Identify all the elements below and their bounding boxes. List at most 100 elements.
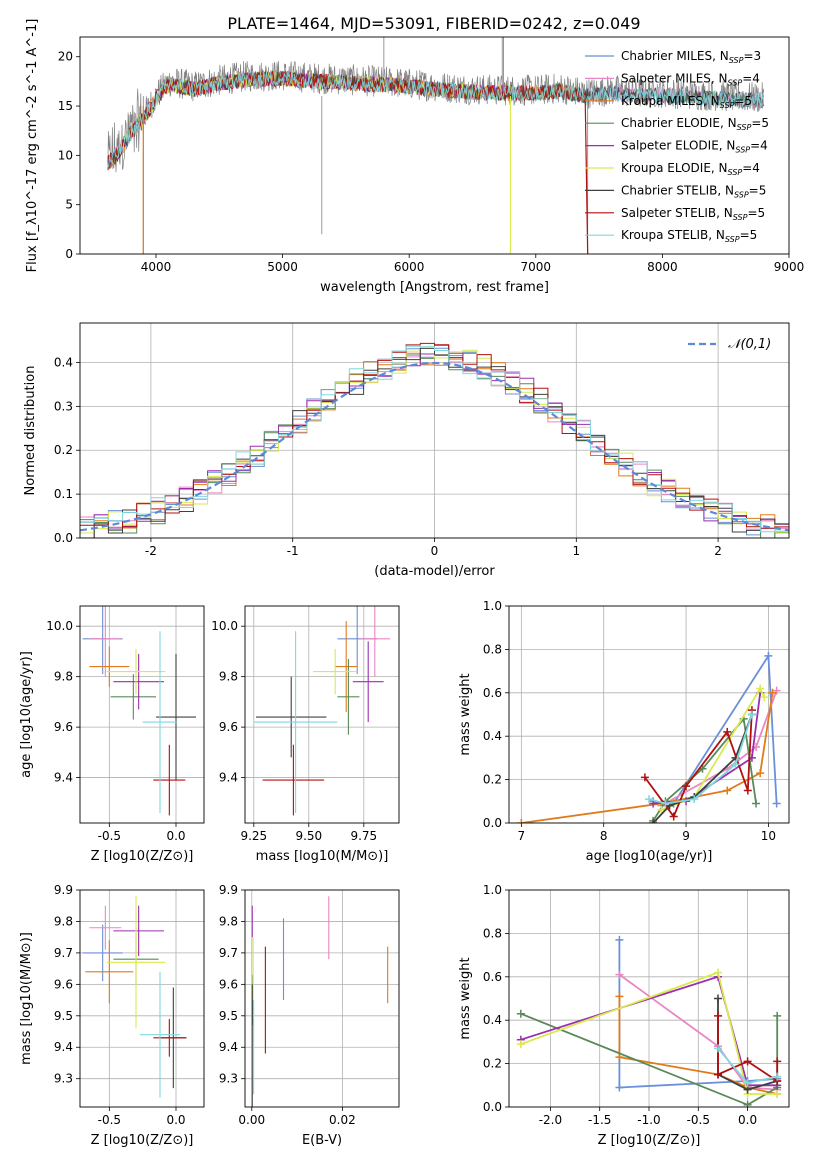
errorbar-point bbox=[256, 676, 327, 758]
data-point-marker bbox=[723, 786, 732, 795]
model-drop bbox=[584, 96, 589, 254]
y-tick-label: 9.9 bbox=[54, 883, 73, 897]
x-tick-label: 9 bbox=[682, 829, 690, 843]
errorbar-point bbox=[156, 653, 196, 781]
data-point-marker bbox=[743, 1057, 752, 1066]
plot-area-Z_vs_age bbox=[80, 606, 204, 823]
legend-label: Chabrier ELODIE, NSSP=5 bbox=[621, 116, 769, 132]
x-axis-label: Z [log10(Z/Z⊙)] bbox=[598, 1133, 701, 1148]
y-axis-label: Flux [f_λ10^-17 erg cm^-2 s^-1 A^-1] bbox=[25, 19, 40, 273]
legend-label: Kroupa STELIB, NSSP=5 bbox=[621, 228, 757, 244]
legend-label: 𝒩(0,1) bbox=[728, 337, 771, 352]
x-tick-label: -2.0 bbox=[539, 1113, 562, 1127]
x-tick-label: 0.02 bbox=[329, 1113, 356, 1127]
data-point-marker bbox=[714, 1044, 723, 1053]
errorbar-point bbox=[89, 646, 130, 687]
y-tick-label: 9.6 bbox=[54, 977, 73, 991]
y-tick-label: 9.4 bbox=[54, 1040, 73, 1054]
y-tick-label: 10.0 bbox=[211, 619, 238, 633]
series-line-salpeter-stelib bbox=[644, 710, 753, 819]
y-tick-label: 0.0 bbox=[483, 1100, 502, 1114]
y-tick-label: 9.5 bbox=[219, 1009, 238, 1023]
y-tick-label: 9.5 bbox=[54, 1009, 73, 1023]
data-point-marker bbox=[743, 1079, 752, 1088]
data-point-marker bbox=[615, 1053, 624, 1062]
x-tick-label: 0 bbox=[431, 544, 439, 558]
panel-Z_vs_mass_weight: -2.0 -1.5 -1.0 -0.5 0.0 0.0 0.2 0.4 0.6 0.8 1.0 Z [… bbox=[458, 883, 790, 1148]
panel-residuals: -2 -1 0 1 2 0.0 0.1 0.2 0.3 0.4 (data-model)/error… bbox=[23, 322, 790, 579]
panel-Z_vs_age: -0.5 0.0 9.4 9.6 9.8 10.0 Z [log10(Z/Z⊙)] age [… bbox=[19, 605, 205, 864]
panel-age_vs_mass_weight: 7 8 9 10 0.0 0.2 0.4 0.6 0.8 1.0 age [log10(age/yr… bbox=[458, 599, 790, 864]
y-axis-label: mass weight bbox=[458, 957, 473, 1039]
x-tick-label: 0.0 bbox=[738, 1113, 757, 1127]
y-tick-label: 10 bbox=[58, 148, 73, 162]
legend-label: Kroupa ELODIE, NSSP=4 bbox=[621, 161, 760, 177]
x-tick-label: 8 bbox=[600, 829, 608, 843]
data-point-marker bbox=[772, 686, 781, 695]
y-tick-label: 9.6 bbox=[219, 720, 238, 734]
y-tick-label: 0.8 bbox=[483, 642, 502, 656]
x-tick-label: 10 bbox=[761, 829, 776, 843]
y-tick-label: 0.1 bbox=[54, 487, 73, 501]
data-point-marker bbox=[743, 1100, 752, 1107]
y-tick-label: 9.4 bbox=[54, 771, 73, 785]
data-point-marker bbox=[669, 812, 678, 821]
x-tick-label: -0.5 bbox=[98, 829, 121, 843]
plot-area-spectrum bbox=[107, 37, 765, 254]
x-tick-label: 0.00 bbox=[238, 1113, 265, 1127]
data-point-marker bbox=[756, 684, 765, 693]
series-line-salpeter-elodie bbox=[653, 692, 762, 805]
data-point-marker bbox=[657, 805, 666, 814]
panel-spectrum: 4000 5000 6000 7000 8000 9000 0 5 10 15 20 waveleng… bbox=[25, 19, 804, 295]
legend-label: Chabrier STELIB, NSSP=5 bbox=[621, 183, 766, 199]
x-tick-label: 6000 bbox=[394, 260, 425, 274]
y-axis-label: mass weight bbox=[458, 673, 473, 755]
axes-frame bbox=[79, 36, 790, 255]
errorbar-point bbox=[82, 924, 123, 982]
plot-area-Z_vs_mass bbox=[80, 890, 204, 1107]
x-tick-label: 4000 bbox=[141, 260, 172, 274]
y-tick-label: 9.7 bbox=[219, 946, 238, 960]
data-point-marker bbox=[752, 799, 761, 808]
x-tick-label: 9.25 bbox=[240, 829, 267, 843]
y-tick-label: 15 bbox=[58, 99, 73, 113]
y-tick-label: 1.0 bbox=[483, 599, 502, 613]
y-tick-label: 1.0 bbox=[483, 883, 502, 897]
x-tick-label: 5000 bbox=[267, 260, 298, 274]
x-axis-label: wavelength [Angstrom, rest frame] bbox=[320, 280, 549, 295]
y-tick-label: 9.8 bbox=[54, 670, 73, 684]
data-point-marker bbox=[747, 710, 756, 719]
y-tick-label: 0.3 bbox=[54, 399, 73, 413]
errorbar-point bbox=[153, 744, 186, 816]
axes-frame bbox=[244, 605, 400, 824]
errorbar-point bbox=[313, 648, 358, 695]
y-tick-label: 0.6 bbox=[483, 686, 502, 700]
x-tick-label: 7000 bbox=[521, 260, 552, 274]
x-tick-label: 7 bbox=[518, 829, 526, 843]
errorbar-point bbox=[262, 744, 325, 816]
errorbar-point bbox=[89, 606, 122, 677]
axes-frame bbox=[508, 605, 790, 824]
y-tick-label: 9.7 bbox=[54, 946, 73, 960]
y-tick-label: 0.0 bbox=[483, 816, 502, 830]
axes-frame bbox=[79, 889, 205, 1108]
plot-area-residuals bbox=[80, 323, 789, 538]
y-tick-label: 9.4 bbox=[219, 771, 238, 785]
data-point-marker bbox=[690, 795, 699, 804]
errorbar-point bbox=[142, 631, 178, 813]
y-tick-label: 5 bbox=[65, 198, 73, 212]
y-axis-label: mass [log10(M/M⊙)] bbox=[19, 932, 34, 1065]
y-tick-label: 9.8 bbox=[54, 914, 73, 928]
data-point-marker bbox=[760, 693, 769, 702]
figure-title: PLATE=1464, MJD=53091, FIBERID=0242, z=0… bbox=[227, 14, 640, 33]
data-point-marker bbox=[731, 760, 740, 769]
y-tick-label: 10.0 bbox=[46, 619, 73, 633]
y-tick-label: 9.8 bbox=[219, 670, 238, 684]
x-axis-label: (data-model)/error bbox=[374, 564, 495, 579]
data-point-marker bbox=[768, 688, 777, 697]
data-point-marker bbox=[516, 1009, 525, 1018]
x-tick-label: 9.50 bbox=[295, 829, 322, 843]
y-tick-label: 0.2 bbox=[54, 443, 73, 457]
data-point-marker bbox=[756, 769, 765, 778]
